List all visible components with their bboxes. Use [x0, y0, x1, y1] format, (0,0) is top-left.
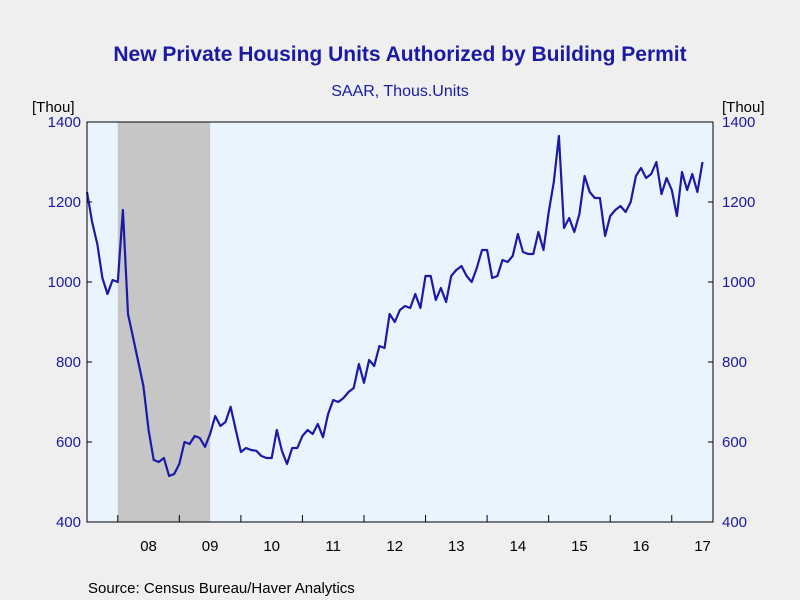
y-tick-label-right-1000: 1000 — [722, 274, 755, 291]
x-tick-label-16: 16 — [633, 538, 650, 555]
x-tick-label-11: 11 — [325, 538, 341, 555]
y-tick-label-right-400: 400 — [722, 514, 747, 531]
x-tick-label-10: 10 — [263, 538, 280, 555]
x-tick-label-08: 08 — [140, 538, 157, 555]
x-tick-label-17: 17 — [694, 538, 711, 555]
x-tick-label-13: 13 — [448, 538, 465, 555]
y-tick-label-right-800: 800 — [722, 354, 747, 371]
y-unit-right: [Thou] — [722, 99, 765, 116]
series-line — [85, 134, 704, 478]
y-axis-ticks: 400 400 600 600 800 800 1000 1000 1200 1200 1400 14… — [48, 114, 756, 531]
x-tick-label-14: 14 — [510, 538, 527, 555]
plot-frame — [86, 121, 714, 523]
recession-band — [117, 122, 211, 522]
chart-subtitle: SAAR, Thous.Units — [331, 83, 469, 100]
y-tick-label-left-800: 800 — [56, 354, 81, 371]
y-unit-left: [Thou] — [32, 99, 75, 116]
y-tick-label-left-1400: 1400 — [48, 114, 81, 131]
y-tick-label-left-1000: 1000 — [48, 274, 81, 291]
y-tick-label-left-400: 400 — [56, 514, 81, 531]
source-note: Source: Census Bureau/Haver Analytics — [88, 580, 355, 597]
x-tick-label-09: 09 — [202, 538, 219, 555]
y-tick-label-right-1200: 1200 — [722, 194, 755, 211]
y-tick-label-right-1400: 1400 — [722, 114, 755, 131]
y-tick-label-left-600: 600 — [56, 434, 81, 451]
y-tick-label-left-1200: 1200 — [48, 194, 81, 211]
chart-title: New Private Housing Units Authorized by … — [113, 43, 686, 66]
x-tick-label-12: 12 — [386, 538, 403, 555]
x-tick-label-15: 15 — [571, 538, 588, 555]
y-tick-label-right-600: 600 — [722, 434, 747, 451]
x-axis-ticks: 08 09 10 11 12 13 14 15 16 17 — [117, 515, 711, 555]
